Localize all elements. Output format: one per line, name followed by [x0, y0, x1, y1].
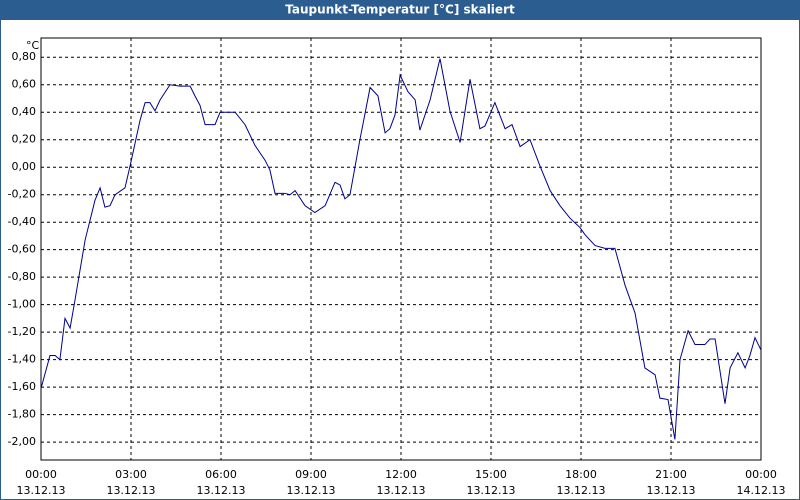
x-tick-label: 13.12.13 — [287, 484, 336, 497]
y-tick-label: 0,00 — [12, 160, 37, 173]
y-tick-label: 0,20 — [12, 133, 37, 146]
x-tick-label: 13.12.13 — [647, 484, 696, 497]
x-tick-label: 13.12.13 — [197, 484, 246, 497]
x-tick-label: 14.12.13 — [737, 484, 786, 497]
y-tick-label: 0,40 — [12, 105, 37, 118]
x-tick-label: 13.12.13 — [377, 484, 426, 497]
y-tick-label: -1,00 — [8, 298, 36, 311]
y-tick-label: -1,80 — [8, 408, 36, 421]
chart-title: Taupunkt-Temperatur [°C] skaliert — [285, 3, 515, 17]
x-tick-label: 03:00 — [115, 468, 147, 481]
y-tick-label: -1,20 — [8, 325, 36, 338]
data-line — [40, 58, 762, 440]
y-tick-label: -0,60 — [8, 243, 36, 256]
y-tick-label: -1,60 — [8, 380, 36, 393]
x-tick-label: 09:00 — [295, 468, 327, 481]
y-tick-label: 0,60 — [12, 78, 37, 91]
y-tick-label: -0,20 — [8, 188, 36, 201]
x-tick-label: 21:00 — [655, 468, 687, 481]
y-unit: °C — [26, 39, 40, 52]
x-tick-label: 13.12.13 — [557, 484, 606, 497]
x-tick-label: 13.12.13 — [107, 484, 156, 497]
x-tick-label: 15:00 — [475, 468, 507, 481]
y-tick-label: -1,40 — [8, 353, 36, 366]
x-tick-label: 06:00 — [205, 468, 237, 481]
x-tick-label: 12:00 — [385, 468, 417, 481]
x-tick-label: 13.12.13 — [17, 484, 66, 497]
x-tick-label: 13.12.13 — [467, 484, 516, 497]
x-tick-label: 00:00 — [25, 468, 57, 481]
x-tick-label: 00:00 — [745, 468, 777, 481]
title-bar — [0, 0, 800, 20]
x-tick-label: 18:00 — [565, 468, 597, 481]
y-tick-label: 0,80 — [12, 50, 37, 63]
y-tick-label: -0,40 — [8, 215, 36, 228]
y-tick-label: -2,00 — [8, 435, 36, 448]
y-tick-label: -0,80 — [8, 270, 36, 283]
